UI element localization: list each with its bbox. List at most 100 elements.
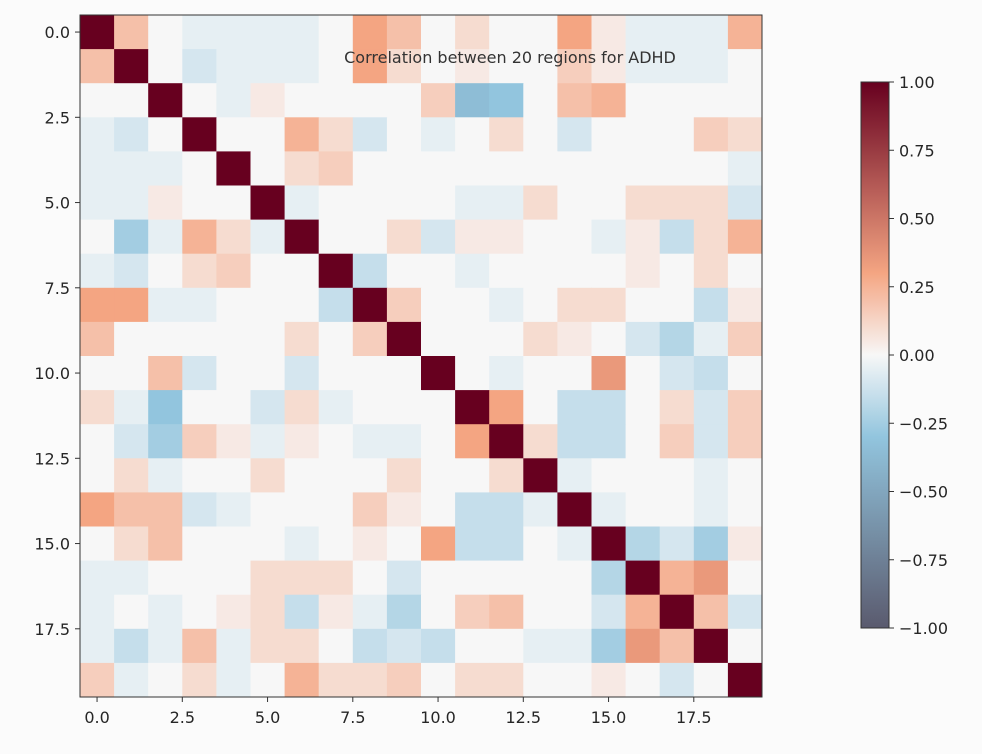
heatmap-cell (318, 287, 354, 323)
heatmap-cell (352, 458, 388, 493)
heatmap-cell (421, 219, 456, 255)
heatmap-cell (386, 492, 422, 527)
colorbar (860, 81, 890, 629)
heatmap-cell (421, 526, 456, 562)
heatmap-cell (284, 117, 320, 152)
heatmap-cell (352, 321, 388, 357)
heatmap-cell (693, 185, 729, 221)
heatmap-cell (352, 185, 388, 221)
heatmap-cell (114, 492, 149, 527)
heatmap-cell (693, 287, 729, 323)
heatmap-cell (489, 287, 524, 323)
heatmap-cell (455, 560, 490, 596)
heatmap-cell (421, 151, 456, 186)
heatmap-cell (182, 185, 217, 221)
heatmap-cell (148, 287, 183, 323)
heatmap-cell (659, 321, 695, 357)
heatmap-cell (557, 628, 592, 664)
heatmap-cell (148, 49, 183, 84)
heatmap-cell (591, 151, 627, 186)
heatmap-cell (386, 83, 422, 118)
heatmap-cell (386, 151, 422, 186)
heatmap-cell (659, 219, 695, 255)
heatmap-cell (693, 356, 729, 391)
heatmap-cell (659, 83, 695, 118)
heatmap-cell (659, 356, 695, 391)
heatmap-cell (318, 628, 354, 664)
heatmap-cell (523, 356, 558, 391)
heatmap-cell (216, 185, 251, 221)
heatmap-cell (80, 49, 115, 84)
heatmap-cell (284, 219, 320, 255)
heatmap-cell (557, 594, 592, 630)
heatmap-cell (523, 390, 558, 425)
heatmap-cell (318, 560, 354, 596)
heatmap-cell (489, 321, 524, 357)
heatmap-cell (455, 321, 490, 357)
heatmap-cell (591, 560, 627, 596)
heatmap-cell (216, 594, 251, 630)
heatmap-cell (114, 458, 149, 493)
y-tick-label: 17.5 (34, 620, 70, 639)
heatmap-cell (659, 49, 695, 84)
heatmap-cell (80, 185, 115, 221)
heatmap-cell (727, 390, 763, 425)
heatmap-cell (318, 458, 354, 493)
heatmap-cell (523, 287, 558, 323)
heatmap-cell (591, 424, 627, 459)
heatmap-cell (591, 594, 627, 630)
heatmap-cell (557, 662, 592, 698)
x-tick-label: 17.5 (676, 708, 712, 727)
heatmap-cell (318, 15, 354, 50)
colorbar-tick-label: 0.00 (899, 346, 935, 365)
heatmap-cell (455, 458, 490, 493)
heatmap-cell (489, 424, 524, 459)
heatmap-cell (284, 390, 320, 425)
heatmap-cell (625, 117, 661, 152)
heatmap-cell (421, 49, 456, 84)
heatmap-cell (216, 526, 251, 562)
heatmap-cell (148, 117, 183, 152)
heatmap-cell (386, 560, 422, 596)
heatmap-cell (421, 662, 456, 698)
colorbar-tick-label: 1.00 (899, 73, 935, 92)
heatmap-cell (421, 492, 456, 527)
heatmap-cell (693, 15, 729, 50)
heatmap-cell (148, 219, 183, 255)
heatmap-cell (489, 560, 524, 596)
heatmap-cell (182, 526, 217, 562)
heatmap-cell (489, 492, 524, 527)
heatmap-cell (557, 492, 592, 527)
axes-frame (79, 14, 763, 698)
heatmap-cell (489, 185, 524, 221)
heatmap-cell (250, 321, 286, 357)
heatmap-cell (693, 662, 729, 698)
heatmap-cell (659, 458, 695, 493)
heatmap-cell (625, 526, 661, 562)
heatmap-cell (114, 526, 149, 562)
heatmap-cell (455, 287, 490, 323)
heatmap-cell (386, 321, 422, 357)
heatmap-cell (455, 219, 490, 255)
heatmap-cell (148, 424, 183, 459)
heatmap-cell (284, 287, 320, 323)
heatmap-cell (693, 526, 729, 562)
heatmap-cell (182, 151, 217, 186)
heatmap-cell (489, 253, 524, 289)
heatmap-cell (455, 83, 490, 118)
y-tick-label: 2.5 (45, 108, 70, 127)
heatmap-cell (114, 15, 149, 50)
heatmap-cell (693, 253, 729, 289)
heatmap-cell (250, 15, 286, 50)
heatmap-cell (455, 526, 490, 562)
heatmap-cell (216, 492, 251, 527)
heatmap-cell (557, 526, 592, 562)
heatmap-cell (182, 560, 217, 596)
heatmap-cell (386, 628, 422, 664)
heatmap-cell (659, 390, 695, 425)
heatmap-cell (421, 287, 456, 323)
heatmap-cell (557, 49, 592, 84)
heatmap-cell (318, 83, 354, 118)
heatmap-cell (386, 287, 422, 323)
